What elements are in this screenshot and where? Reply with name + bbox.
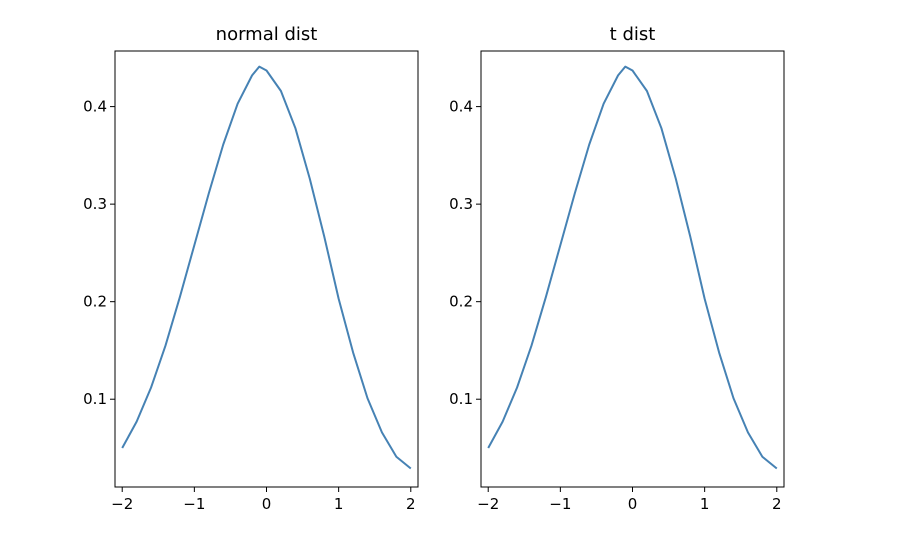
x-tick-label: 0 (628, 495, 638, 513)
x-tick-label: −1 (549, 495, 571, 513)
x-tick-label: 2 (772, 495, 782, 513)
subplot-title: t dist (610, 24, 656, 45)
subplot-title: normal dist (216, 24, 318, 45)
y-tick-label: 0.2 (449, 293, 473, 311)
x-tick-label: −2 (477, 495, 499, 513)
x-tick-label: −2 (111, 495, 133, 513)
plot-area (121, 65, 412, 470)
subplot-normal-dist: normal dist −2 −1 0 1 2 0.1 0.2 0.3 0.4 (83, 24, 419, 513)
y-tick-label: 0.4 (449, 98, 473, 116)
x-tick-label: 0 (262, 495, 272, 513)
x-tick-label: 1 (700, 495, 710, 513)
y-tick-label: 0.1 (83, 390, 107, 408)
y-tick-label: 0.2 (83, 293, 107, 311)
x-tick-label: 2 (406, 495, 416, 513)
plot-area (487, 65, 778, 470)
x-tick-label: 1 (334, 495, 344, 513)
series-line (121, 65, 412, 470)
series-line (487, 65, 778, 470)
y-tick-label: 0.3 (83, 195, 107, 213)
y-tick-label: 0.3 (449, 195, 473, 213)
x-tick-label: −1 (183, 495, 205, 513)
y-tick-label: 0.4 (83, 98, 107, 116)
y-tick-label: 0.1 (449, 390, 473, 408)
subplot-t-dist: t dist −2 −1 0 1 2 0.1 0.2 0.3 0.4 (449, 24, 785, 513)
